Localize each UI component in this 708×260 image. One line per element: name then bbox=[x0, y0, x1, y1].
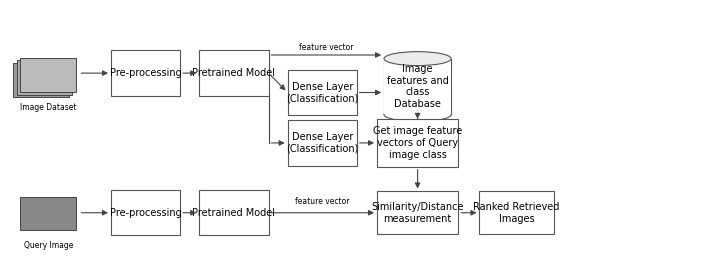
FancyBboxPatch shape bbox=[199, 190, 268, 235]
FancyBboxPatch shape bbox=[287, 70, 357, 115]
Text: Pre-processing: Pre-processing bbox=[110, 68, 181, 78]
Text: Pre-processing: Pre-processing bbox=[110, 208, 181, 218]
Text: Similarity/Distance
measurement: Similarity/Distance measurement bbox=[371, 202, 464, 224]
Text: Dense Layer
(Classification): Dense Layer (Classification) bbox=[286, 132, 358, 154]
Text: Pretrained Model: Pretrained Model bbox=[193, 208, 275, 218]
Bar bbox=[21, 57, 76, 92]
Text: Image Dataset: Image Dataset bbox=[21, 103, 77, 112]
FancyBboxPatch shape bbox=[111, 190, 180, 235]
Text: Image
features and
class
Database: Image features and class Database bbox=[387, 64, 449, 109]
Ellipse shape bbox=[384, 107, 451, 121]
FancyBboxPatch shape bbox=[479, 191, 554, 234]
Text: Query Image: Query Image bbox=[24, 241, 74, 250]
Text: Get image feature
vectors of Query
image class: Get image feature vectors of Query image… bbox=[373, 126, 462, 160]
Bar bbox=[21, 197, 76, 230]
Text: feature vector: feature vector bbox=[299, 43, 353, 52]
FancyBboxPatch shape bbox=[377, 119, 458, 167]
Bar bbox=[384, 58, 451, 114]
Text: Ranked Retrieved
Images: Ranked Retrieved Images bbox=[474, 202, 560, 224]
FancyBboxPatch shape bbox=[111, 50, 180, 96]
Bar bbox=[13, 63, 69, 98]
FancyBboxPatch shape bbox=[377, 191, 458, 234]
FancyBboxPatch shape bbox=[287, 120, 357, 166]
Text: Dense Layer
(Classification): Dense Layer (Classification) bbox=[286, 82, 358, 103]
Text: feature vector: feature vector bbox=[295, 197, 350, 206]
Bar bbox=[17, 60, 72, 95]
FancyBboxPatch shape bbox=[199, 50, 268, 96]
Text: Pretrained Model: Pretrained Model bbox=[193, 68, 275, 78]
Ellipse shape bbox=[384, 52, 451, 66]
